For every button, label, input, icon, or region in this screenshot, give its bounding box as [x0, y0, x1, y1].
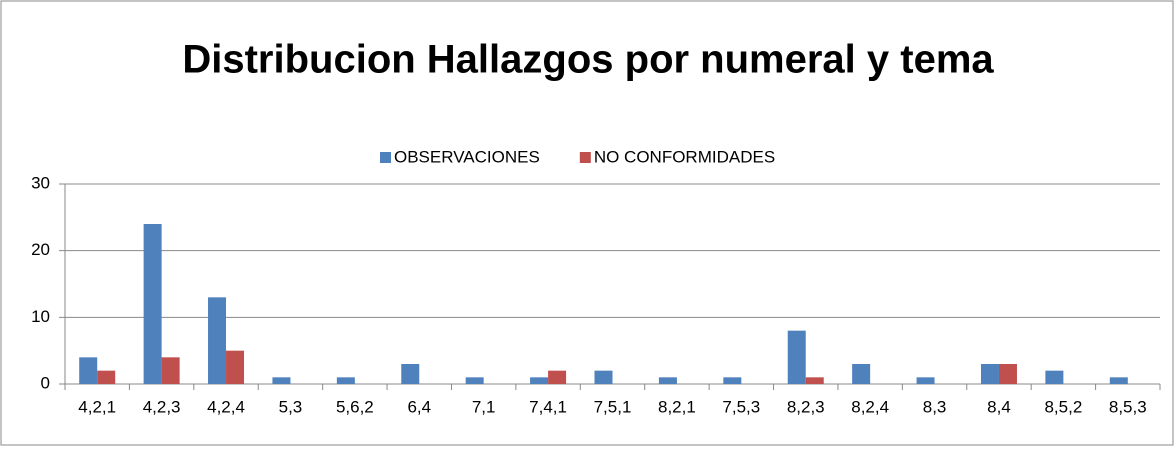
x-tick-label: 7,5,3 — [722, 397, 760, 416]
x-tick-label: 7,1 — [472, 397, 496, 416]
bar — [226, 350, 245, 384]
y-tick-label: 0 — [41, 373, 50, 392]
bar — [1045, 370, 1064, 384]
x-tick-label: 5,3 — [279, 397, 303, 416]
legend-swatch — [380, 152, 391, 163]
bar — [465, 377, 484, 384]
bar — [805, 377, 824, 384]
x-tick-label: 4,2,1 — [78, 397, 116, 416]
bar — [530, 377, 549, 384]
y-tick-label: 20 — [31, 240, 50, 259]
legend-swatch — [579, 152, 591, 163]
bar — [548, 370, 567, 384]
bar — [79, 357, 98, 384]
bar — [208, 297, 227, 384]
x-tick-label: 4,2,4 — [207, 397, 245, 416]
x-tick-label: 4,2,3 — [143, 397, 181, 416]
bar — [998, 364, 1017, 384]
x-tick-label: 8,5,3 — [1109, 397, 1147, 416]
chart-title: Distribucion Hallazgos por numeral y tem… — [182, 38, 994, 82]
bar — [658, 377, 677, 384]
bar — [272, 377, 291, 384]
legend-label: OBSERVACIONES — [394, 147, 540, 166]
x-tick-label: 8,2,1 — [658, 397, 696, 416]
bar — [336, 377, 355, 384]
bar — [594, 370, 613, 384]
bar — [723, 377, 742, 384]
x-tick-label: 8,4 — [987, 397, 1011, 416]
x-tick-label: 7,5,1 — [594, 397, 632, 416]
bar — [161, 357, 180, 384]
legend-label: NO CONFORMIDADES — [594, 147, 775, 166]
bar — [980, 364, 999, 384]
x-tick-label: 6,4 — [407, 397, 431, 416]
x-tick-label: 7,4,1 — [529, 397, 567, 416]
y-tick-label: 10 — [31, 307, 50, 326]
y-tick-label: 30 — [31, 173, 50, 192]
x-tick-label: 8,2,3 — [787, 397, 825, 416]
bar — [401, 364, 420, 384]
bar — [1109, 377, 1128, 384]
x-tick-label: 8,3 — [923, 397, 947, 416]
bar — [852, 364, 871, 384]
bar — [787, 330, 806, 384]
x-tick-label: 5,6,2 — [336, 397, 374, 416]
bar — [97, 370, 116, 384]
x-tick-label: 8,5,2 — [1044, 397, 1082, 416]
x-tick-label: 8,2,4 — [851, 397, 889, 416]
bar — [143, 224, 162, 384]
bar — [916, 377, 935, 384]
